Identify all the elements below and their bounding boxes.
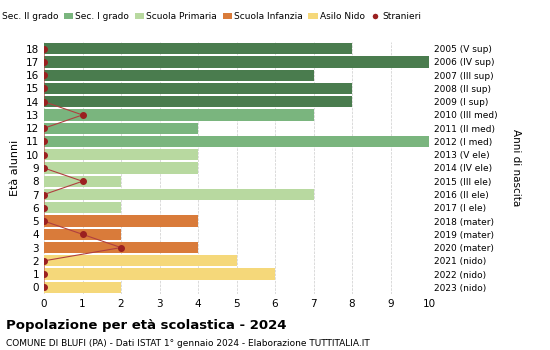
Bar — [44, 176, 121, 187]
Bar — [44, 149, 198, 160]
Bar — [44, 229, 121, 240]
Text: COMUNE DI BLUFI (PA) - Dati ISTAT 1° gennaio 2024 - Elaborazione TUTTITALIA.IT: COMUNE DI BLUFI (PA) - Dati ISTAT 1° gen… — [6, 340, 369, 349]
Y-axis label: Anni di nascita: Anni di nascita — [512, 130, 521, 206]
Bar — [44, 70, 313, 81]
Bar — [44, 136, 429, 147]
Y-axis label: Età alunni: Età alunni — [10, 140, 20, 196]
Bar — [44, 96, 352, 107]
Bar — [44, 83, 352, 94]
Bar — [44, 122, 198, 134]
Bar — [44, 189, 313, 200]
Bar — [44, 242, 198, 253]
Bar — [44, 255, 236, 266]
Bar — [44, 268, 275, 280]
Legend: Sec. II grado, Sec. I grado, Scuola Primaria, Scuola Infanzia, Asilo Nido, Stran: Sec. II grado, Sec. I grado, Scuola Prim… — [0, 9, 425, 25]
Bar — [44, 109, 313, 121]
Bar — [44, 215, 198, 227]
Bar — [44, 282, 121, 293]
Bar — [44, 43, 352, 54]
Bar — [44, 202, 121, 214]
Bar — [44, 162, 198, 174]
Bar — [44, 56, 429, 68]
Text: Popolazione per età scolastica - 2024: Popolazione per età scolastica - 2024 — [6, 319, 286, 332]
